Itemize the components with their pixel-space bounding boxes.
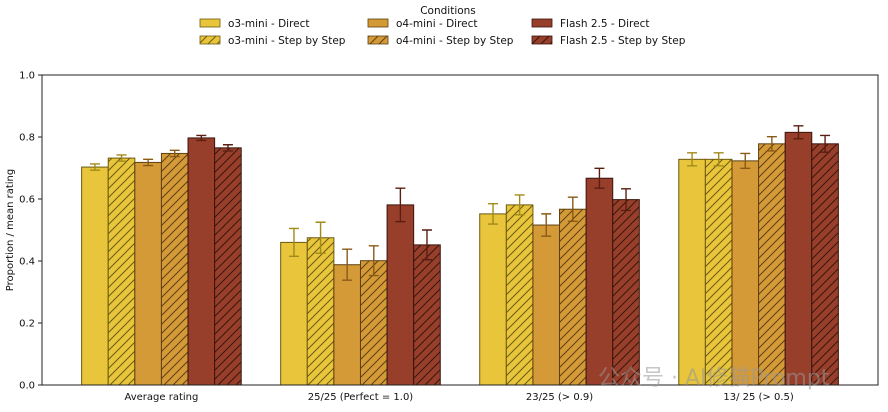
error-bar: [368, 245, 379, 277]
y-tick-label: 0.6: [19, 195, 35, 206]
bar: [306, 237, 335, 386]
legend-swatch: [531, 18, 553, 28]
error-bar: [395, 187, 406, 223]
error-bar: [567, 196, 578, 223]
error-bar: [89, 163, 100, 171]
legend-entry: o4-mini - Step by Step: [396, 35, 514, 47]
bar: [758, 143, 786, 386]
error-bar: [421, 229, 432, 261]
plot-frame: [41, 74, 879, 386]
legend-swatch: [199, 18, 221, 28]
bar: [134, 161, 162, 386]
bar: [359, 260, 388, 386]
bar: [505, 204, 534, 386]
bar: [612, 199, 640, 386]
error-bar: [315, 221, 326, 254]
x-tick-label: 23/25 (> 0.9): [526, 392, 593, 403]
bar: [811, 143, 839, 386]
bar: [413, 244, 441, 386]
error-bar: [766, 135, 777, 152]
legend-entry: Flash 2.5 - Direct: [560, 18, 649, 30]
bar: [479, 213, 507, 386]
x-tick-label: 13/ 25 (> 0.5): [723, 392, 794, 403]
x-tick-label: Average rating: [124, 392, 198, 403]
bar: [678, 158, 706, 386]
error-bar: [222, 144, 233, 152]
legend-swatch: [367, 18, 389, 28]
error-bar: [687, 152, 698, 167]
bar: [559, 208, 587, 386]
error-bar: [621, 188, 632, 212]
bar: [704, 158, 733, 386]
error-bar: [116, 154, 127, 162]
legend-entry: o3-mini - Direct: [228, 18, 310, 30]
error-bar: [342, 248, 353, 281]
bar: [280, 241, 308, 386]
error-bar: [196, 134, 207, 142]
error-bar: [288, 227, 299, 258]
legend-entry: o3-mini - Step by Step: [228, 35, 346, 47]
bar: [585, 177, 614, 386]
error-bar: [169, 149, 180, 158]
error-bar: [740, 152, 751, 170]
y-tick-label: 0.4: [19, 257, 35, 268]
bar: [107, 157, 136, 386]
legend-entry: Flash 2.5 - Step by Step: [560, 35, 686, 47]
legend-title: Conditions: [420, 5, 476, 17]
legend-swatch: [199, 35, 221, 45]
y-tick-label: 1.0: [19, 71, 35, 82]
legend: Conditions o3-mini - Direct o3-mini - Ste…: [199, 5, 686, 47]
error-bar: [820, 134, 831, 153]
bar: [160, 152, 189, 386]
legend-swatch: [367, 35, 389, 45]
y-axis-label: Proportion / mean rating: [5, 169, 16, 292]
error-bar: [514, 194, 525, 216]
watermark: 公众号 · AI修猫Prompt: [598, 366, 830, 391]
legend-swatch: [531, 35, 553, 45]
error-bar: [541, 213, 552, 237]
error-bar: [793, 125, 804, 140]
y-tick-label: 0.2: [19, 319, 35, 330]
error-bar: [488, 202, 499, 225]
y-tick-label: 0.8: [19, 133, 35, 144]
bar: [386, 204, 415, 386]
error-bar: [594, 167, 605, 189]
bar: [81, 166, 109, 386]
x-tick-label: 25/25 (Perfect = 1.0): [308, 392, 414, 403]
y-tick-label: 0.0: [19, 381, 35, 392]
bar: [333, 264, 361, 386]
bar: [784, 131, 813, 386]
legend-entry: o4-mini - Direct: [396, 18, 478, 30]
bar: [532, 224, 561, 386]
error-bar: [143, 158, 154, 167]
error-bar: [713, 152, 724, 167]
bar: [214, 147, 242, 386]
bar: [187, 137, 216, 386]
bar: [731, 160, 760, 386]
